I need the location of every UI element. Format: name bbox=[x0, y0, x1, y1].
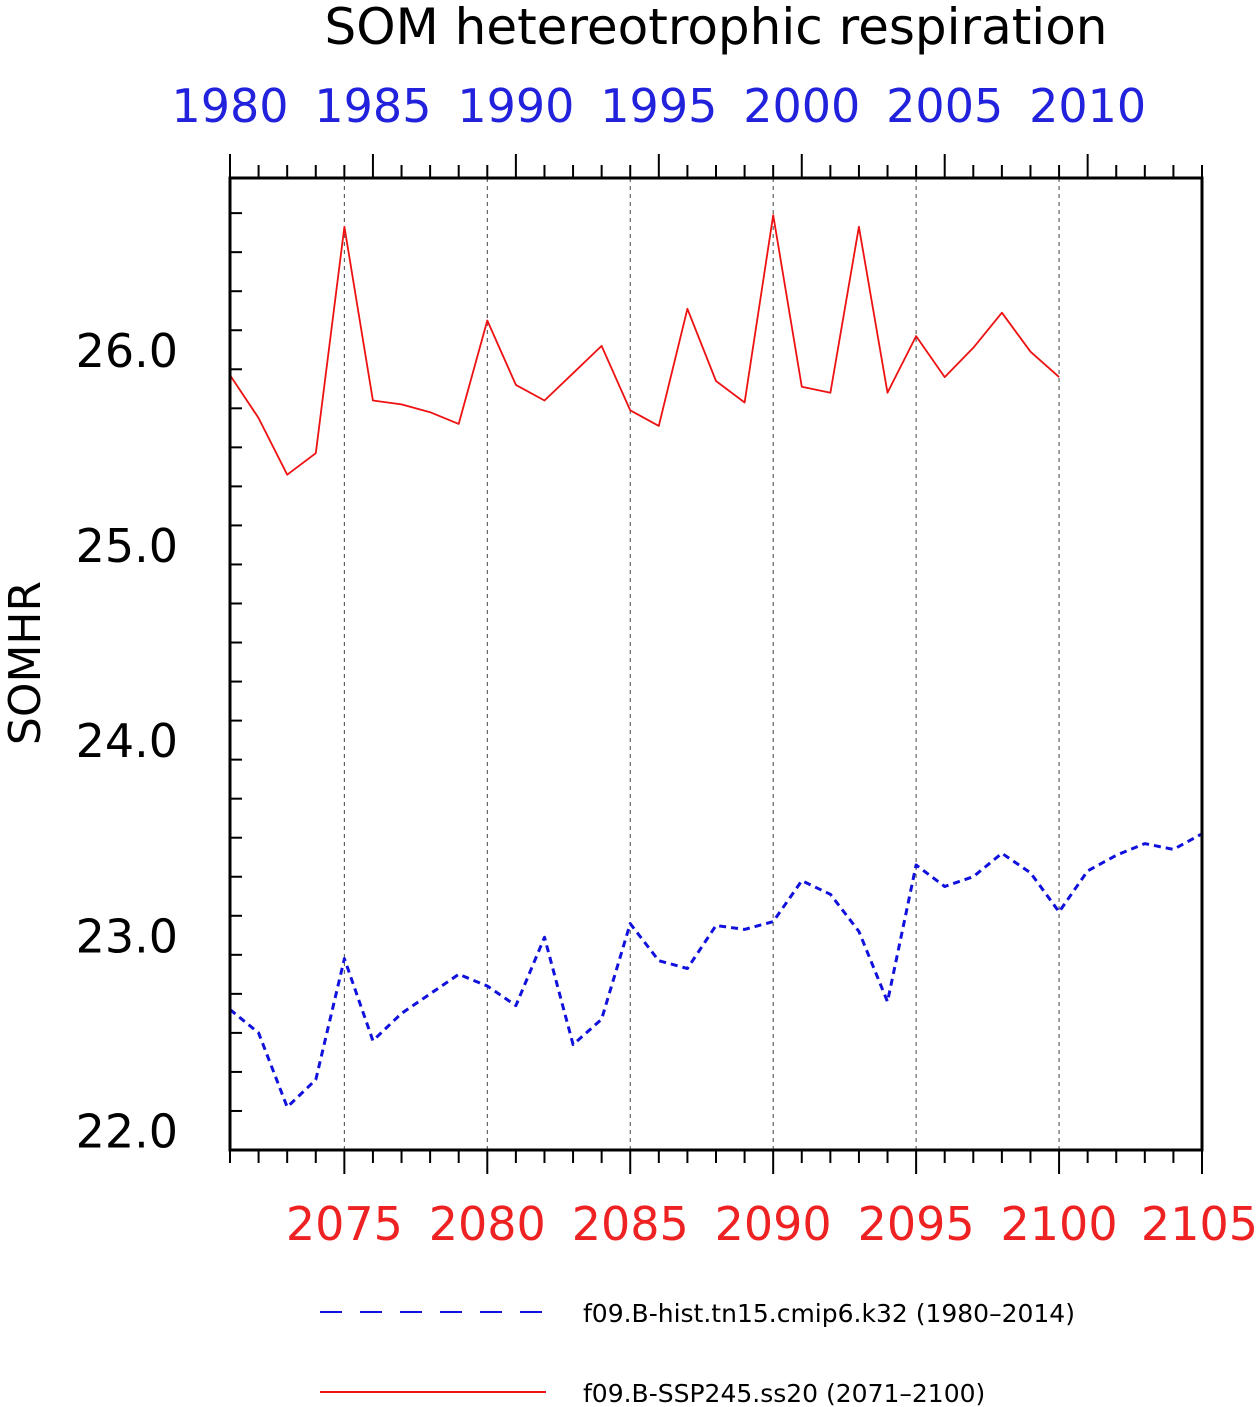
bottom-tick-label: 2095 bbox=[858, 1197, 975, 1251]
bottom-tick-label: 2100 bbox=[1001, 1197, 1118, 1251]
top-tick-label: 1985 bbox=[314, 79, 431, 133]
series-line-1 bbox=[229, 832, 1203, 1109]
bottom-tick-label: 2090 bbox=[715, 1197, 832, 1251]
series-line-2 bbox=[229, 214, 1060, 476]
plot-frame bbox=[228, 176, 1204, 1152]
bottom-tick-label: 2085 bbox=[572, 1197, 689, 1251]
top-tick-label: 2010 bbox=[1029, 79, 1146, 133]
tick-labels: 22.0 23.0 24.0 25.0 26.0 1980 1985 1990 1995 2000… bbox=[76, 79, 1258, 1251]
y-tick-label: 22.0 bbox=[76, 1104, 178, 1158]
grid bbox=[343, 178, 1060, 1150]
legend-label-2: f09.B-SSP245.ss20 (2071–2100) bbox=[583, 1379, 985, 1407]
bottom-tick-label: 2080 bbox=[429, 1197, 546, 1251]
top-tick-label: 1995 bbox=[600, 79, 717, 133]
axis-ticks bbox=[229, 154, 1203, 1174]
y-axis-label: SOMHR bbox=[0, 581, 51, 745]
top-tick-label: 2005 bbox=[886, 79, 1003, 133]
bottom-tick-label: 2105 bbox=[1141, 1197, 1258, 1251]
chart-title: SOM hetereotrophic respiration bbox=[325, 0, 1108, 56]
y-tick-label: 23.0 bbox=[76, 909, 178, 963]
top-tick-label: 1990 bbox=[457, 79, 574, 133]
y-tick-label: 24.0 bbox=[76, 714, 178, 768]
top-tick-label: 1980 bbox=[171, 79, 288, 133]
y-tick-label: 26.0 bbox=[76, 324, 178, 378]
bottom-tick-label: 2075 bbox=[286, 1197, 403, 1251]
y-tick-label: 25.0 bbox=[76, 519, 178, 573]
series-lines bbox=[229, 214, 1203, 1109]
legend: f09.B-hist.tn15.cmip6.k32 (1980–2014) f09… bbox=[320, 1299, 1075, 1407]
top-tick-label: 2000 bbox=[743, 79, 860, 133]
legend-label-1: f09.B-hist.tn15.cmip6.k32 (1980–2014) bbox=[583, 1299, 1075, 1328]
